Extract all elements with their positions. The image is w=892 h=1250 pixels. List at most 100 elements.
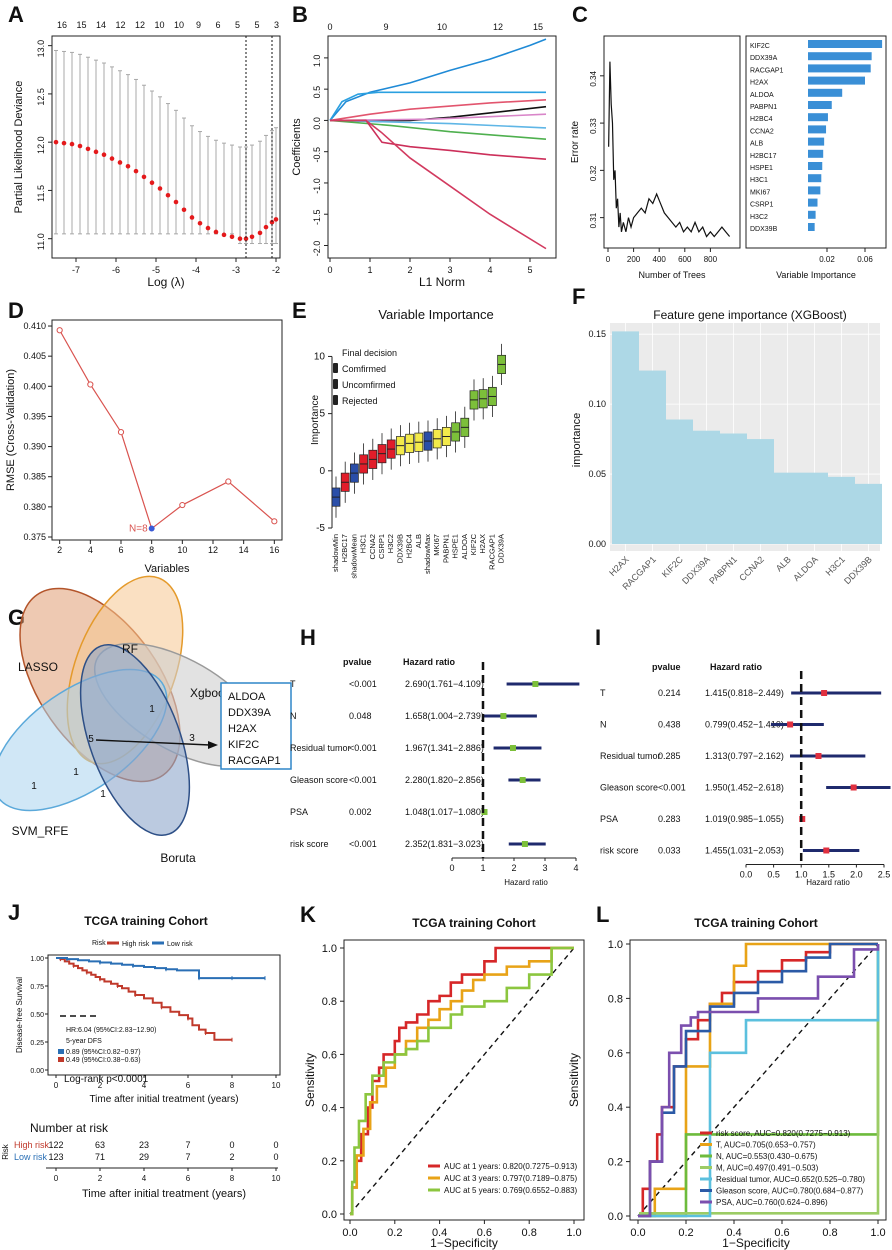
top-tick-label: 12: [115, 20, 125, 30]
y-tick-label: 0.00: [30, 1068, 44, 1075]
x-tick-label: 0: [606, 255, 611, 264]
panel-j-ylabel: Disease-free Survival: [15, 977, 24, 1053]
panel-j-risk-table: 122 63 23 7 0 0 123 71 29 7 2 0 0 2 4 6 8 10: [46, 1140, 281, 1183]
panel-label-i: I: [595, 625, 601, 650]
venn-arrow-head: [208, 741, 218, 749]
error-rate-line: [608, 61, 731, 238]
x-tick-label: 2: [407, 265, 412, 275]
y-tick-label: 0.32: [589, 165, 598, 181]
x-tick-label: CCNA2: [737, 554, 766, 583]
rmse-point: [148, 525, 155, 532]
panel-j-legend-low: Low risk: [167, 941, 193, 948]
y-tick-label: 0.375: [23, 532, 46, 542]
panel-j-x-ticks: 0 2 4 6 8 10: [54, 1075, 281, 1090]
panel-l-plot: [637, 942, 880, 1218]
x-tick-label: 2: [57, 545, 62, 555]
row-pvalue: 0.033: [658, 846, 681, 856]
panel-d-frame: [51, 319, 283, 541]
top-tick-label: 16: [57, 20, 67, 30]
coef-path: [329, 119, 547, 140]
x-tick-label: KIF2C: [469, 533, 478, 555]
y-tick-label: 0.400: [23, 381, 46, 391]
x-tick-label: 10: [177, 545, 187, 555]
legend-label-confirmed: Comfirmed: [342, 364, 386, 374]
y-tick-label: 0.380: [23, 502, 46, 512]
y-tick-label: 10: [314, 351, 326, 362]
top-tick-label: 14: [96, 20, 106, 30]
y-tick-label: -1.5: [312, 209, 322, 225]
importance-bar: [774, 472, 801, 545]
y-tick-label: 0.25: [30, 1040, 44, 1047]
panel-l-xlabel: 1−Specificity: [722, 1236, 790, 1250]
row-pvalue: 0.438: [658, 720, 681, 730]
rmse-point: [179, 501, 186, 509]
x-tick-label: 4: [142, 1174, 147, 1183]
y-tick-label: 0.15: [588, 329, 606, 339]
y-tick-label: 1.0: [608, 939, 623, 951]
panel-b-xlabel: L1 Norm: [419, 275, 465, 289]
x-tick-label: 200: [627, 255, 641, 264]
panel-i: pvalue Hazard ratio T 0.214 1.415(0.818−2.…: [600, 662, 891, 887]
panel-k-ticks: 0.0 0.0 0.2 0.2 0.4 0.4 0.6 0.6 0.8 0.8 1.0 1.0: [322, 943, 582, 1239]
x-tick-label: 0.0: [342, 1227, 357, 1239]
x-tick-label: 0.8: [822, 1227, 837, 1239]
row-pvalue: 0.002: [349, 807, 372, 817]
y-tick-label: 0.2: [608, 1157, 623, 1169]
coef-path: [329, 113, 547, 122]
panel-j-risk-high-label: High risk: [14, 1140, 50, 1150]
panel-label-l: L: [596, 902, 609, 927]
x-tick-label: H3C1: [824, 554, 847, 577]
hr-point: [519, 777, 526, 783]
gene-label: H2BC4: [750, 116, 773, 123]
data-point: [61, 140, 67, 146]
y-tick-label: 0.4: [608, 1102, 623, 1114]
y-tick-label: 0.34: [589, 70, 598, 86]
rmse-point: [56, 327, 63, 334]
gene-label: MKI67: [750, 189, 770, 196]
rmse-point: [271, 518, 278, 525]
panel-d-x-ticks: 2 4 6 8 10 12 14 16: [57, 540, 279, 555]
legend-swatch-unconfirmed: [333, 379, 338, 389]
hr-point: [787, 721, 794, 728]
panel-c-x-ticks: 0 200 400 600 800: [606, 248, 718, 264]
risk-count-low: 123: [48, 1152, 63, 1162]
row-pvalue: 0.048: [349, 711, 372, 721]
x-tick-label: -2: [272, 265, 280, 275]
panel-e: Variable Importance Importance Final dec…: [310, 307, 506, 579]
panel-j-legend-high: High risk: [122, 941, 150, 948]
risk-count-low: 0: [273, 1152, 278, 1162]
risk-count-high: 0: [273, 1140, 278, 1150]
row-pvalue: 0.283: [658, 814, 681, 824]
data-point: [249, 234, 255, 240]
gene-label: ALB: [750, 141, 764, 148]
y-tick-label: 0.33: [589, 118, 598, 134]
panel-c-importance-plot: KIF2C DDX39A RACGAP1 H2AX ALDOA PABPN1 H2BC4 CC…: [750, 40, 883, 264]
top-tick-label: 15: [76, 20, 86, 30]
x-tick-label: ALB: [414, 534, 423, 548]
x-tick-label: -7: [72, 265, 80, 275]
roc-curve: [350, 946, 574, 1216]
data-point: [273, 217, 279, 222]
data-point: [69, 141, 75, 147]
legend-label: risk score, AUC=0.820(0.7275−0.913): [716, 1129, 851, 1138]
x-tick-label: 4: [88, 545, 93, 555]
x-tick-label: 1.0: [795, 870, 808, 880]
data-point: [85, 146, 91, 152]
y-tick-label: -2.0: [312, 241, 322, 257]
gene-list-item: ALDOA: [228, 691, 266, 703]
hr-point: [850, 784, 857, 791]
panel-j-dfs-low-swatch: [58, 1049, 64, 1054]
gene-label: KIF2C: [750, 43, 770, 50]
panel-a-x-ticks: -7 -6 -5 -4 -3 -2: [72, 258, 280, 275]
panel-j: TCGA training Cohort Risk High risk Low …: [1, 914, 281, 1200]
top-tick-label: 10: [154, 20, 164, 30]
panel-k-plot: [349, 946, 575, 1216]
row-pvalue: <0.001: [349, 679, 377, 689]
row-pvalue: <0.001: [349, 743, 377, 753]
panel-c-importance-frame: [745, 35, 887, 249]
hr-point: [521, 841, 528, 847]
data-point: [133, 168, 139, 174]
x-tick-label: 14: [239, 545, 249, 555]
roc-curve: [638, 944, 880, 1218]
venn-count-boruta: 1: [100, 789, 106, 800]
